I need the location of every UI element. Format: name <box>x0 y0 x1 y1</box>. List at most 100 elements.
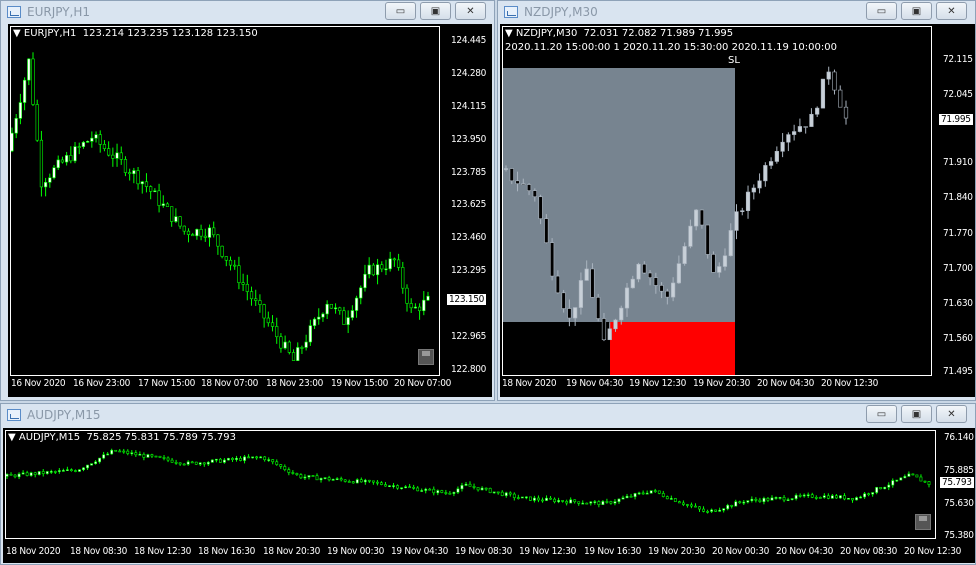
eurjpy-window[interactable]: EURJPY,H1 ▭ ▣ ✕ ▼ EURJPY,H1 123.214 123.23… <box>0 0 495 401</box>
candle <box>834 494 838 499</box>
candle <box>190 460 194 464</box>
time-label: 20 Nov 08:30 <box>840 546 898 557</box>
candle <box>60 156 65 164</box>
candle <box>216 234 220 255</box>
candle <box>275 317 279 344</box>
candle <box>56 155 60 171</box>
candle <box>671 277 676 302</box>
close-button[interactable]: ✕ <box>455 2 486 20</box>
candle <box>669 495 673 500</box>
candle <box>153 188 157 193</box>
close-button[interactable]: ✕ <box>936 2 967 20</box>
title-bar[interactable]: NZDJPY,M30 <box>498 1 975 23</box>
nzdjpy-window[interactable]: NZDJPY,M30 ▭ ▣ ✕ ▼ NZDJPY,M30 72.031 72.08… <box>497 0 976 401</box>
chart-header: ▼ NZDJPY,M30 72.031 72.082 71.989 71.995 <box>505 28 734 39</box>
candle <box>843 100 849 125</box>
candle <box>29 471 33 477</box>
candle <box>241 273 245 292</box>
candle <box>613 318 618 332</box>
price-tick: 71.630 <box>943 298 973 310</box>
minimize-button[interactable]: ▭ <box>866 405 897 423</box>
candle <box>123 156 128 177</box>
candle <box>734 204 739 240</box>
candle <box>464 481 468 487</box>
candle <box>780 133 785 158</box>
candle <box>879 487 883 490</box>
maximize-button[interactable]: ▣ <box>901 405 932 423</box>
candle <box>436 489 440 496</box>
candle <box>299 473 303 480</box>
plot-frame <box>502 26 932 376</box>
candle <box>329 303 333 309</box>
candle <box>206 461 210 466</box>
candle <box>279 333 283 353</box>
candle <box>23 77 27 111</box>
candle <box>624 282 630 317</box>
price-tick: 75.380 <box>944 530 974 541</box>
current-price-label: 123.150 <box>447 294 487 305</box>
candle <box>526 183 532 196</box>
candle <box>227 457 230 461</box>
candle <box>223 458 226 464</box>
candle <box>300 345 304 354</box>
time-label: 20 Nov 04:30 <box>757 378 815 389</box>
time-label: 16 Nov 23:00 <box>73 378 131 389</box>
candle <box>742 500 746 505</box>
candle <box>629 493 633 498</box>
audjpy-window[interactable]: AUDJPY,M15 ▭ ▣ ✕ ▼ AUDJPY,M15 75.825 75.83… <box>0 403 976 565</box>
title-bar[interactable]: EURJPY,H1 <box>1 1 494 23</box>
chart-area[interactable]: ▼ AUDJPY,M15 75.825 75.831 75.789 75.793… <box>3 428 975 563</box>
minimize-button[interactable]: ▭ <box>385 2 416 20</box>
candle <box>287 340 291 355</box>
maximize-button[interactable]: ▣ <box>420 2 451 20</box>
price-tick: 75.630 <box>944 497 974 509</box>
candle <box>907 471 911 477</box>
close-button[interactable]: ✕ <box>936 405 967 423</box>
candle <box>838 85 843 108</box>
candle <box>412 484 416 490</box>
chart-area[interactable]: ▼ EURJPY,H1 123.214 123.235 123.128 123.… <box>8 24 492 397</box>
candle <box>235 455 238 462</box>
candle <box>388 251 392 272</box>
candle <box>267 457 271 462</box>
candle <box>797 118 802 133</box>
maximize-button[interactable]: ▣ <box>901 2 932 20</box>
candle <box>690 502 693 509</box>
candle <box>642 261 647 274</box>
candle <box>401 261 405 294</box>
candle <box>98 457 102 464</box>
candle <box>170 206 174 227</box>
price-tick: 71.495 <box>943 366 973 377</box>
trade-zone[interactable] <box>503 68 735 322</box>
stop-loss-zone[interactable] <box>610 322 735 375</box>
candle <box>792 124 797 141</box>
candle <box>136 166 140 190</box>
candle <box>82 467 85 472</box>
candle <box>500 490 504 497</box>
candle <box>146 453 150 458</box>
candle <box>488 487 492 494</box>
minimize-button[interactable]: ▭ <box>866 2 897 20</box>
candle <box>798 493 802 498</box>
price-tick: 71.560 <box>943 333 973 345</box>
candle <box>751 184 756 200</box>
candle <box>699 209 705 229</box>
candle <box>363 478 367 485</box>
candle <box>676 255 681 284</box>
candle <box>484 487 488 491</box>
candle <box>233 259 237 270</box>
chart-header: ▼ EURJPY,H1 123.214 123.235 123.128 123.… <box>13 28 258 39</box>
candle <box>271 459 275 465</box>
candle <box>351 481 355 484</box>
candle <box>532 188 537 202</box>
candle <box>371 263 375 277</box>
candle <box>686 503 689 508</box>
save-icon[interactable] <box>915 514 931 530</box>
save-icon[interactable] <box>418 349 434 365</box>
candle <box>521 178 526 186</box>
title-bar[interactable]: AUDJPY,M15 <box>1 404 975 426</box>
candle <box>323 477 327 480</box>
chart-area[interactable]: ▼ NZDJPY,M30 72.031 72.082 71.989 71.995… <box>500 24 975 397</box>
candle <box>504 491 508 498</box>
candle <box>420 488 424 492</box>
